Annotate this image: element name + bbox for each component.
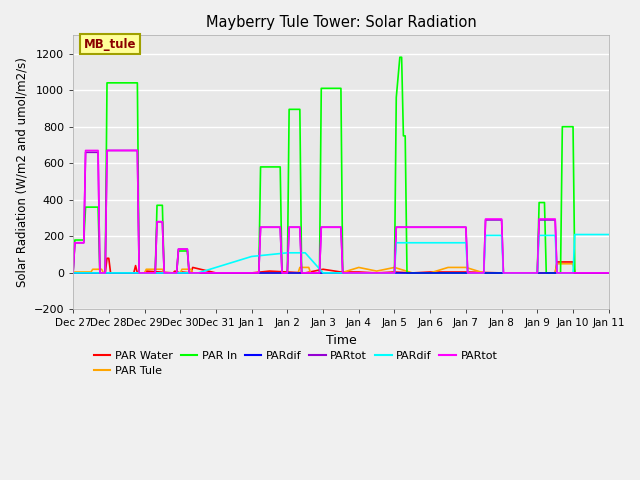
Text: MB_tule: MB_tule <box>84 37 136 51</box>
X-axis label: Time: Time <box>326 334 356 347</box>
Title: Mayberry Tule Tower: Solar Radiation: Mayberry Tule Tower: Solar Radiation <box>205 15 476 30</box>
Y-axis label: Solar Radiation (W/m2 and umol/m2/s): Solar Radiation (W/m2 and umol/m2/s) <box>15 58 28 288</box>
Legend: PAR Water, PAR Tule, PAR In, PARdif, PARtot, PARdif, PARtot: PAR Water, PAR Tule, PAR In, PARdif, PAR… <box>90 346 502 381</box>
